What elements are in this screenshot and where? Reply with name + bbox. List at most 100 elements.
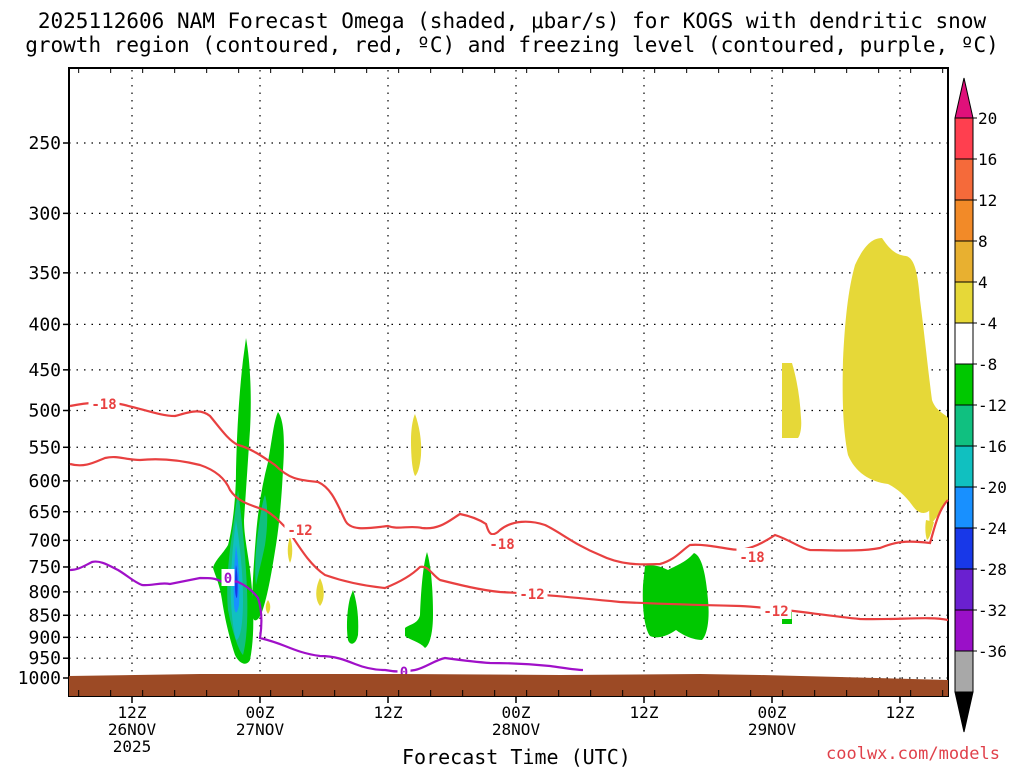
- colorbar-label: -20: [978, 478, 1007, 497]
- colorbar-band: [954, 322, 974, 365]
- x-tick-label: 27NOV: [236, 720, 285, 739]
- colorbar-label: 20: [978, 109, 997, 128]
- x-tick-label: 12Z: [374, 703, 403, 722]
- contour-label: 0: [224, 571, 232, 587]
- y-tick-label: 900: [28, 627, 61, 648]
- x-tick-label: 26NOV: [108, 720, 157, 739]
- y-tick-label: 600: [28, 471, 61, 492]
- omega-area-yellow-small-6: [925, 520, 934, 540]
- y-tick-label: 400: [28, 314, 61, 335]
- credit-text: coolwx.com/models: [826, 744, 1000, 764]
- contour-label: 0: [400, 665, 408, 681]
- x-tick-label: 29NOV: [748, 720, 797, 739]
- omega-area-yellow-east: [842, 238, 948, 513]
- y-tick-label: 850: [28, 605, 61, 626]
- contour-label: -12: [519, 587, 544, 603]
- dgz-contours: [69, 401, 949, 622]
- x-axis-label: Forecast Time (UTC): [402, 745, 631, 769]
- x-tick-label: 00Z: [758, 703, 787, 722]
- y-tick-label: 650: [28, 502, 61, 523]
- contour-minus18-line: [69, 401, 949, 566]
- colorbar-band: [954, 117, 974, 160]
- colorbar-label: -16: [978, 437, 1007, 456]
- omega-area-yellow-small-1: [782, 363, 802, 438]
- contour-label-bg: [736, 548, 768, 565]
- y-tick-label: 350: [28, 263, 61, 284]
- omega-area-yellow-small-2: [411, 414, 422, 476]
- chart-title-line1: 2025112606 NAM Forecast Omega (shaded, μ…: [37, 9, 987, 33]
- y-tick-label: 250: [28, 133, 61, 154]
- colorbar-label: 8: [978, 232, 988, 251]
- colorbar-label: 12: [978, 191, 997, 210]
- omega-area-yellow-small-4: [316, 578, 324, 606]
- omega-negative-areas: [213, 338, 792, 664]
- omega-area-green-small-1: [346, 590, 359, 644]
- colorbar-label: -36: [978, 642, 1007, 661]
- contour-label: -18: [739, 550, 764, 566]
- x-tick-label: 2025: [113, 737, 152, 756]
- colorbar-label: 16: [978, 150, 997, 169]
- terrain: [69, 674, 948, 696]
- x-tick-label: 00Z: [246, 703, 275, 722]
- chart-title-line2: growth region (contoured, red, ºC) and f…: [25, 33, 999, 57]
- colorbar-label: -4: [978, 314, 997, 333]
- colorbar-band: [954, 445, 974, 488]
- colorbar-label: -24: [978, 519, 1007, 538]
- colorbar-top-arrow: [954, 77, 974, 119]
- colorbar-label: -12: [978, 396, 1007, 415]
- contour-label-bg: [760, 602, 792, 619]
- contour-label-bg: [486, 535, 518, 552]
- colorbar-band: [954, 486, 974, 529]
- contour-label-bg: [221, 569, 235, 586]
- colorbar: 20 16 12 8 4 -4 -8 -12 -16 -20 -24 -28 -32 -36: [954, 77, 1007, 733]
- y-tick-label: 300: [28, 203, 61, 224]
- contour-label: -18: [489, 537, 514, 553]
- contour-label: -18: [91, 397, 116, 413]
- x-tick-label: 00Z: [502, 703, 531, 722]
- colorbar-band: [954, 281, 974, 324]
- y-tick-label: 950: [28, 648, 61, 669]
- colorbar-label: 4: [978, 273, 988, 292]
- colorbar-label: -32: [978, 601, 1007, 620]
- omega-area-teal-second: [255, 495, 268, 585]
- y-tick-label: 450: [28, 360, 61, 381]
- omega-area-yellow-small-5: [265, 600, 271, 614]
- omega-area-green-second: [252, 412, 284, 621]
- omega-area-yellow-small-3: [287, 537, 293, 563]
- omega-area-green-east: [642, 553, 709, 640]
- plot-frame: [68, 67, 949, 697]
- omega-area-green-small-2: [405, 552, 433, 648]
- omega-positive-areas: [265, 238, 948, 614]
- colorbar-band: [954, 527, 974, 570]
- contour-label-bg: [516, 585, 548, 602]
- colorbar-band: [954, 240, 974, 283]
- colorbar-band: [954, 568, 974, 611]
- contour-label: -12: [763, 604, 788, 620]
- x-tick-label: 28NOV: [492, 720, 541, 739]
- contour-label: -12: [287, 523, 312, 539]
- y-tick-label: 700: [28, 530, 61, 551]
- y-tick-label: 550: [28, 437, 61, 458]
- colorbar-label: -8: [978, 355, 997, 374]
- colorbar-bottom-arrow: [954, 691, 974, 733]
- y-axis: 2503003504004505005506006507007508008509…: [18, 133, 69, 689]
- y-tick-label: 750: [28, 557, 61, 578]
- colorbar-band: [954, 158, 974, 201]
- x-tick-label: 12Z: [630, 703, 659, 722]
- x-tick-label: 12Z: [886, 703, 915, 722]
- colorbar-band: [954, 404, 974, 447]
- colorbar-band: [954, 609, 974, 652]
- x-tick-label: 12Z: [118, 703, 147, 722]
- contour-zero-line: [69, 560, 584, 673]
- contour-label-bg: [284, 521, 316, 538]
- colorbar-label: -28: [978, 560, 1007, 579]
- freezing-level-contours: [69, 560, 584, 673]
- omega-area-yellow-right-edge: [929, 418, 948, 525]
- contour-minus12-line: [69, 455, 949, 622]
- colorbar-band: [954, 199, 974, 242]
- colorbar-band: [954, 650, 974, 693]
- y-tick-label: 800: [28, 582, 61, 603]
